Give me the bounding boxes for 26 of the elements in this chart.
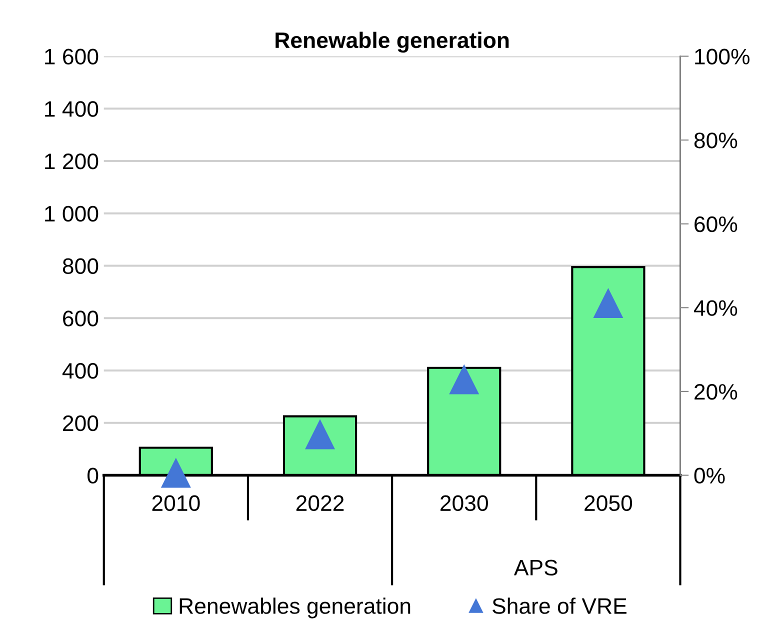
y-tick-label: 1 000 bbox=[45, 206, 98, 222]
point bbox=[450, 365, 479, 394]
x-tick-label: 2010 bbox=[152, 495, 200, 512]
y-tick-label: 200 bbox=[63, 415, 98, 432]
y2-tick-label: 20% bbox=[694, 384, 738, 400]
point bbox=[594, 288, 623, 318]
y2-tick-label: 80% bbox=[694, 132, 738, 148]
point bbox=[161, 458, 191, 488]
y2-tick-label: 0% bbox=[694, 468, 725, 484]
x-tick-label: 2050 bbox=[584, 495, 632, 512]
y-tick-label: 1 600 bbox=[45, 48, 98, 65]
y2-tick-label: 40% bbox=[694, 300, 738, 316]
text: APS bbox=[514, 560, 558, 576]
legend-label: Share of VRE bbox=[492, 598, 626, 614]
y-tick-label: 1 400 bbox=[45, 101, 98, 117]
y-tick-label: 1 200 bbox=[45, 154, 98, 170]
chart-title: Renewable generation bbox=[276, 32, 509, 53]
y2-tick-label: 60% bbox=[694, 216, 738, 232]
y-tick-label: 800 bbox=[62, 258, 98, 274]
y-tick-label: 400 bbox=[62, 363, 98, 379]
y-tick-label: 0 bbox=[88, 468, 98, 484]
legend-label: Renewables generation bbox=[180, 598, 410, 618]
y-tick-label: 600 bbox=[63, 310, 98, 326]
x-tick-label: 2022 bbox=[296, 495, 344, 512]
x-tick-label: 2030 bbox=[440, 495, 488, 512]
y2-tick-label: 100% bbox=[695, 48, 750, 65]
